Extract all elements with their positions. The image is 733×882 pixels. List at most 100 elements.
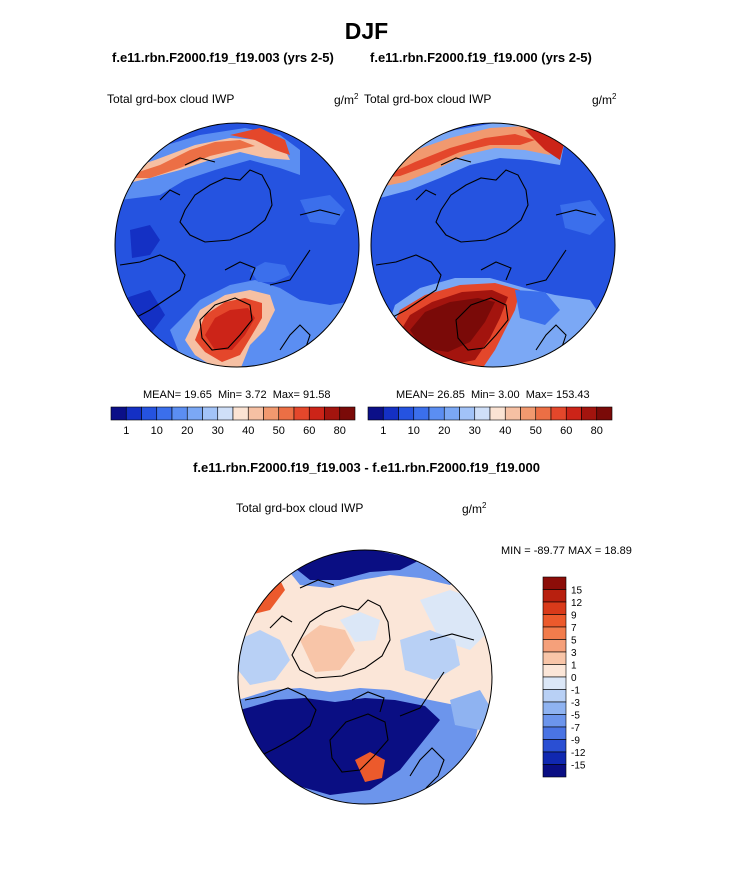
cbar-b-swatch (550, 406, 567, 421)
map-b-coastlines (375, 157, 597, 363)
case-a-title: f.e11.rbn.F2000.f19_f19.003 (yrs 2-5) (112, 50, 334, 65)
panel1-max-label: Max= (272, 389, 300, 401)
cbar-c-tick-label: 9 (571, 611, 577, 622)
panel2-min-label: Min= (470, 389, 496, 401)
case-b-title: f.e11.rbn.F2000.f19_f19.000 (yrs 2-5) (370, 50, 592, 65)
cbar-a-swatch (308, 406, 325, 421)
colorbar-b: 1 10 20 30 40 50 60 80 (367, 406, 613, 437)
panel2-stats: MEAN= 26.85 Min= 3.00 Max= 153.43 (396, 389, 590, 401)
cbar-c-swatch (542, 751, 567, 765)
cbar-b-tick-label: 30 (469, 425, 481, 437)
panel2-max-value: 153.43 (555, 389, 590, 401)
cbar-b-tick-label: 1 (380, 425, 386, 437)
cbar-a-swatch (186, 406, 203, 421)
cbar-c-swatch (542, 664, 567, 678)
cbar-a-swatch (171, 406, 188, 421)
cbar-b-swatch (428, 406, 445, 421)
cbar-a-tick-label: 1 (123, 425, 129, 437)
cbar-c-swatch (542, 576, 567, 590)
cbar-c-swatch (542, 589, 567, 603)
cbar-c-tick-label: 1 (571, 661, 577, 672)
cbar-c-tick-label: 5 (571, 636, 577, 647)
panel2-max-label: Max= (525, 389, 553, 401)
cbar-b-swatch (504, 406, 521, 421)
panel2-mean-value: 26.85 (437, 389, 465, 401)
cbar-a-swatch (247, 406, 264, 421)
panel1-unit-exp: 2 (354, 92, 359, 101)
panel1-min-label: Min= (217, 389, 243, 401)
cbar-c-swatch (542, 639, 567, 653)
cbar-c-swatch (542, 601, 567, 615)
panel3-variable-label: Total grd-box cloud IWP (236, 501, 364, 515)
cbar-c-tick-label: -7 (571, 723, 580, 734)
cbar-b-swatch (413, 406, 430, 421)
panel1-mean-label: MEAN= (143, 389, 182, 401)
cbar-c-swatch (542, 764, 567, 778)
panel3-minmax: MIN = -89.77 MAX = 18.89 (501, 545, 632, 557)
cbar-b-swatch (596, 406, 613, 421)
cbar-b-tick-label: 80 (591, 425, 603, 437)
cbar-a-tick-label: 20 (181, 425, 193, 437)
cbar-a-tick-label: 50 (273, 425, 285, 437)
map-b-border (370, 122, 616, 368)
season-title: DJF (344, 18, 389, 44)
cbar-a-swatch (125, 406, 142, 421)
cbar-b-swatch (367, 406, 384, 421)
panel1-max-value: 91.58 (302, 389, 331, 401)
cbar-b-swatch (581, 406, 598, 421)
cbar-c-tick-label: -5 (571, 711, 580, 722)
cbar-c-swatch (542, 676, 567, 690)
cbar-a-swatch (293, 406, 310, 421)
cbar-b-tick-label: 50 (530, 425, 542, 437)
cbar-a-swatch (156, 406, 173, 421)
map-a-coastlines (119, 157, 341, 363)
cbar-c-tick-label: -1 (571, 686, 580, 697)
cbar-b-swatch (489, 406, 506, 421)
cbar-c-tick-label: -15 (571, 761, 586, 772)
cbar-a-swatch (324, 406, 341, 421)
panel2-variable-label: Total grd-box cloud IWP (364, 92, 492, 106)
panel2-unit-exp: 2 (612, 92, 617, 101)
colorbar-a: 1 10 20 30 40 50 60 80 (110, 406, 356, 437)
cbar-b-swatch (565, 406, 582, 421)
cbar-a-swatch (232, 406, 249, 421)
cbar-c-tick-label: 3 (571, 648, 577, 659)
panel1-min-value: 3.72 (245, 389, 267, 401)
cbar-c-tick-label: 0 (571, 673, 577, 684)
cbar-b-tick-label: 10 (408, 425, 420, 437)
cbar-b-swatch (474, 406, 491, 421)
cbar-c-swatch (542, 689, 567, 703)
panel1-unit-text: g/m (334, 93, 355, 107)
cbar-b-swatch (535, 406, 552, 421)
diff-title: f.e11.rbn.F2000.f19_f19.003 - f.e11.rbn.… (193, 460, 540, 475)
cbar-c-tick-label: 15 (571, 586, 583, 597)
map-c-coastlines (244, 579, 475, 789)
cbar-a-swatch (141, 406, 158, 421)
cbar-c-swatch (542, 739, 567, 753)
cbar-a-swatch (339, 406, 356, 421)
cbar-a-swatch (217, 406, 234, 421)
panel2-min-value: 3.00 (498, 389, 520, 401)
map-b-field (371, 123, 615, 367)
panel1-stats: MEAN= 19.65 Min= 3.72 Max= 91.58 (143, 389, 331, 401)
cbar-b-swatch (382, 406, 399, 421)
cbar-a-tick-label: 10 (151, 425, 163, 437)
cbar-a-tick-label: 40 (242, 425, 254, 437)
cbar-b-swatch (398, 406, 415, 421)
cbar-c-swatch (542, 714, 567, 728)
panel1-mean-value: 19.65 (184, 389, 212, 401)
cbar-a-swatch (278, 406, 295, 421)
cbar-c-swatch (542, 614, 567, 628)
cbar-a-tick-label: 60 (303, 425, 315, 437)
panel2-unit-text: g/m (592, 93, 613, 107)
panel3-units: g/m2 (462, 501, 486, 516)
cbar-c-tick-label: -3 (571, 698, 580, 709)
map-a-border (114, 122, 360, 368)
panel3-unit-exp: 2 (482, 501, 487, 510)
cbar-b-swatch (459, 406, 476, 421)
cbar-b-tick-label: 20 (438, 425, 450, 437)
cbar-c-tick-label: -12 (571, 748, 586, 759)
cbar-b-swatch (443, 406, 460, 421)
